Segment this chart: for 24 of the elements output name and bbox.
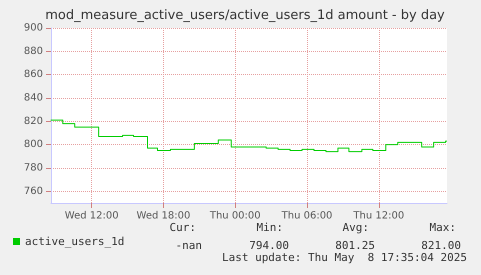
y-tick-label: 760 [24, 186, 43, 197]
text: 794.00 [249, 239, 289, 252]
chart-title: mod_measure_active_users/active_users_1d amount - by day [45, 8, 446, 23]
text: Cur: [170, 221, 196, 234]
y-tick-label: 800 [24, 139, 43, 150]
text: Min: [256, 221, 283, 234]
y-tick-label: 900 [24, 22, 43, 34]
x-tick-label: Thu 12:00 [352, 210, 404, 222]
text: 801.25 [335, 239, 375, 252]
text: Avg: [342, 221, 369, 234]
x-tick-label: Wed 12:00 [64, 210, 119, 222]
x-tick-label: Wed 18:00 [136, 210, 190, 222]
y-tick-label: 840 [24, 92, 43, 104]
x-tick-label: Thu 00:00 [208, 210, 261, 222]
text: Max: [430, 221, 456, 234]
text: Last update: Thu May 8 17:35:04 2025 [222, 251, 467, 264]
text: 821.00 [421, 239, 461, 252]
y-tick-label: 780 [24, 162, 43, 174]
x-tick-label: Thu 06:00 [280, 210, 332, 222]
y-tick-label: 820 [24, 116, 43, 127]
text: -nan [176, 239, 202, 252]
y-tick-label: 880 [24, 46, 43, 57]
y-tick-label: 860 [24, 69, 43, 80]
legend-label: active_users_1d [25, 235, 124, 248]
